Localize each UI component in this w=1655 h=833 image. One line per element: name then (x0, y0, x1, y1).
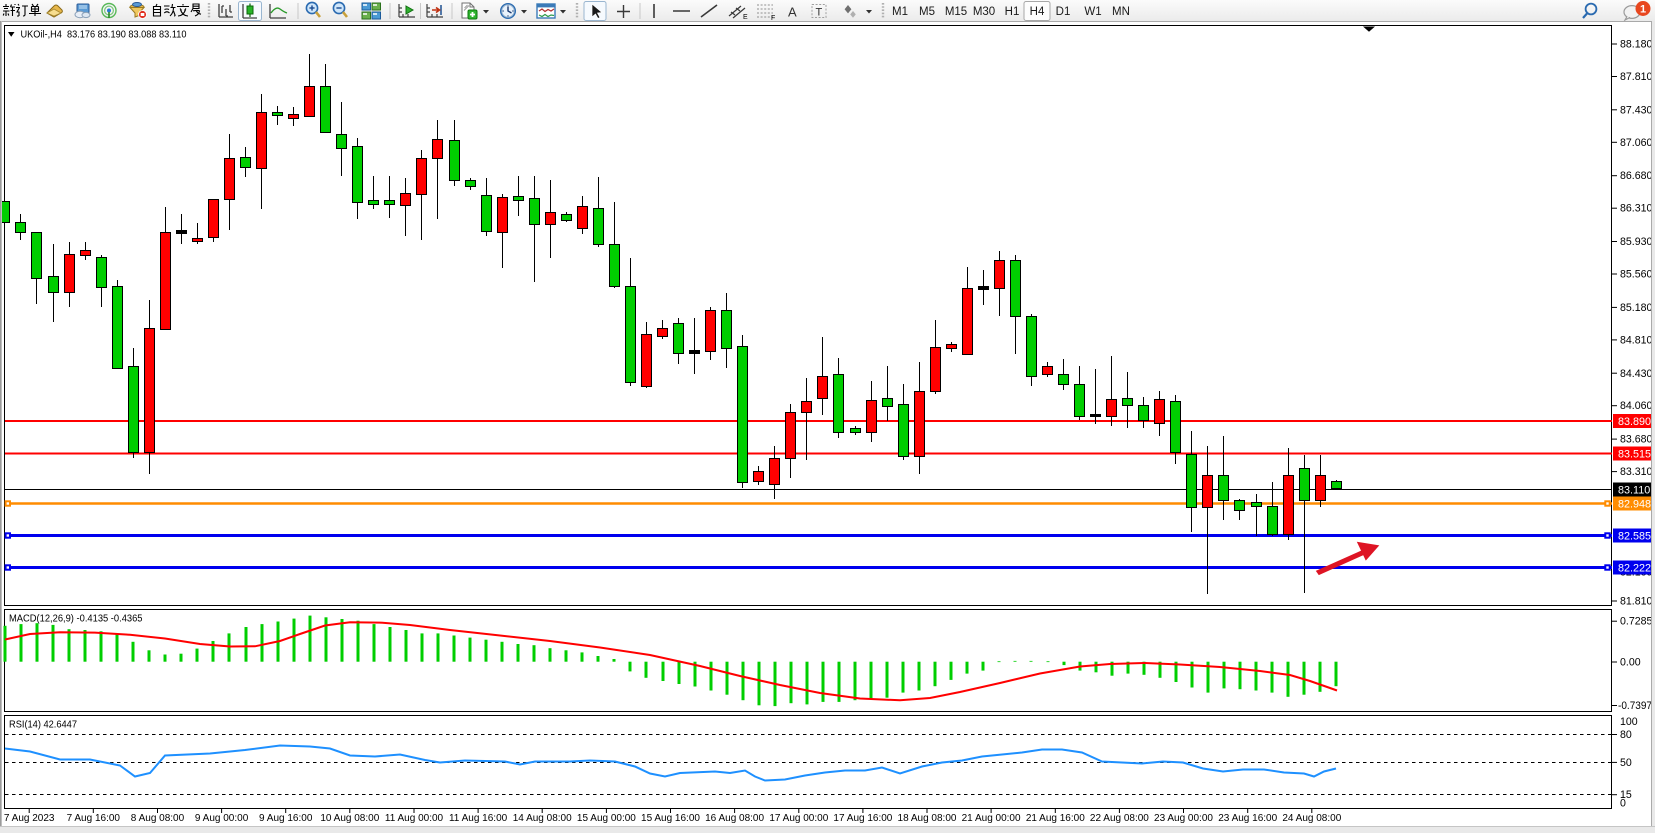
svg-text:85.560: 85.560 (1620, 269, 1653, 281)
svg-text:8 Aug 08:00: 8 Aug 08:00 (131, 813, 185, 824)
svg-text:87.430: 87.430 (1620, 104, 1653, 116)
svg-text:7 Aug 16:00: 7 Aug 16:00 (67, 813, 121, 824)
svg-text:A: A (788, 5, 797, 20)
svg-text:83.515: 83.515 (1618, 449, 1651, 461)
svg-text:15: 15 (1620, 789, 1632, 801)
svg-text:83.110: 83.110 (1618, 485, 1650, 497)
svg-text:14 Aug 08:00: 14 Aug 08:00 (513, 813, 572, 824)
svg-text:84.810: 84.810 (1620, 334, 1653, 346)
svg-text:23 Aug 16:00: 23 Aug 16:00 (1218, 813, 1277, 824)
svg-text:17 Aug 00:00: 17 Aug 00:00 (769, 813, 828, 824)
svg-text:80: 80 (1620, 729, 1632, 741)
svg-text:21 Aug 00:00: 21 Aug 00:00 (962, 813, 1021, 824)
svg-text:11 Aug 00:00: 11 Aug 00:00 (385, 813, 444, 824)
svg-text:21 Aug 16:00: 21 Aug 16:00 (1026, 813, 1085, 824)
svg-text:-0.7397: -0.7397 (1618, 700, 1652, 712)
svg-text:M15: M15 (945, 6, 967, 18)
svg-text:50: 50 (1620, 757, 1632, 769)
svg-text:87.810: 87.810 (1620, 71, 1653, 83)
svg-text:1: 1 (1640, 4, 1646, 16)
svg-text:85.180: 85.180 (1620, 302, 1653, 314)
svg-text:82.948: 82.948 (1618, 499, 1651, 511)
svg-text:0.7285: 0.7285 (1620, 616, 1653, 628)
svg-text:0: 0 (1620, 798, 1626, 810)
svg-text:M30: M30 (973, 6, 995, 18)
svg-text:100: 100 (1620, 716, 1638, 728)
svg-text:UKOil-,H4 83.176 83.190 83.08: UKOil-,H4 83.176 83.190 83.088 83.110 (21, 29, 187, 40)
svg-text:83.310: 83.310 (1620, 466, 1653, 478)
svg-text:MN: MN (1112, 6, 1130, 18)
svg-text:16 Aug 08:00: 16 Aug 08:00 (705, 813, 764, 824)
svg-text:82.222: 82.222 (1618, 563, 1651, 575)
svg-text:RSI(14) 42.6447: RSI(14) 42.6447 (9, 720, 77, 731)
svg-text:86.310: 86.310 (1620, 203, 1653, 215)
svg-text:86.680: 86.680 (1620, 170, 1653, 182)
svg-text:83.680: 83.680 (1620, 434, 1653, 446)
svg-text:9 Aug 16:00: 9 Aug 16:00 (259, 813, 313, 824)
svg-text:H1: H1 (1005, 6, 1020, 18)
svg-text:84.060: 84.060 (1620, 400, 1653, 412)
svg-text:82.585: 82.585 (1618, 531, 1651, 543)
svg-text:10 Aug 08:00: 10 Aug 08:00 (320, 813, 379, 824)
svg-text:9 Aug 00:00: 9 Aug 00:00 (195, 813, 249, 824)
svg-text:83.890: 83.890 (1618, 416, 1651, 428)
svg-text:MACD(12,26,9) -0.4135 -0.4365: MACD(12,26,9) -0.4135 -0.4365 (9, 614, 143, 625)
svg-text:D1: D1 (1056, 6, 1071, 18)
svg-text:0.00: 0.00 (1620, 657, 1641, 669)
svg-text:22 Aug 08:00: 22 Aug 08:00 (1090, 813, 1149, 824)
svg-text:11 Aug 16:00: 11 Aug 16:00 (449, 813, 508, 824)
svg-text:84.430: 84.430 (1620, 368, 1653, 380)
svg-text:23 Aug 00:00: 23 Aug 00:00 (1154, 813, 1213, 824)
svg-text:87.060: 87.060 (1620, 137, 1653, 149)
svg-text:F: F (771, 15, 775, 22)
svg-text:M5: M5 (919, 6, 935, 18)
svg-text:17 Aug 16:00: 17 Aug 16:00 (833, 813, 892, 824)
svg-text:15 Aug 16:00: 15 Aug 16:00 (641, 813, 700, 824)
svg-text:88.180: 88.180 (1620, 39, 1653, 51)
svg-text:15 Aug 00:00: 15 Aug 00:00 (577, 813, 636, 824)
svg-text:85.930: 85.930 (1620, 236, 1653, 248)
svg-text:W1: W1 (1084, 6, 1101, 18)
svg-text:M1: M1 (892, 6, 908, 18)
svg-text:E: E (743, 14, 748, 21)
svg-text:18 Aug 08:00: 18 Aug 08:00 (898, 813, 957, 824)
svg-text:24 Aug 08:00: 24 Aug 08:00 (1282, 813, 1341, 824)
svg-text:H4: H4 (1030, 6, 1045, 18)
svg-text:7 Aug 2023: 7 Aug 2023 (4, 813, 55, 824)
svg-text:T: T (816, 7, 823, 19)
svg-text:81.810: 81.810 (1620, 596, 1653, 608)
